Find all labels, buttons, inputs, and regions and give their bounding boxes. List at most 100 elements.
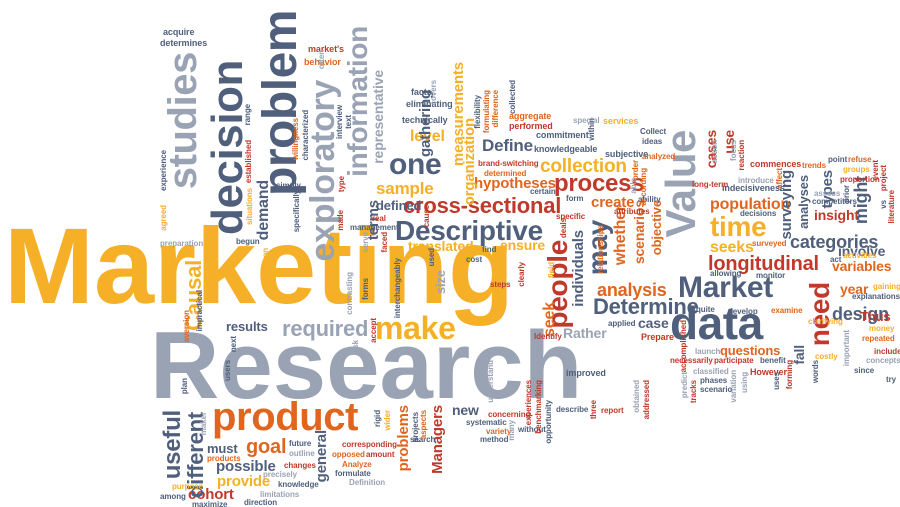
- word-cause: cause: [422, 205, 431, 228]
- word-technically: technically: [402, 115, 448, 125]
- word-precisely: precisely: [263, 470, 297, 479]
- word-forming: forming: [785, 360, 794, 390]
- word-useful: useful: [159, 410, 186, 480]
- word-quite: quite: [696, 305, 715, 314]
- word-simply: simply: [276, 181, 301, 190]
- word-assess: assess: [814, 189, 841, 198]
- word-new: new: [452, 402, 479, 418]
- word-activities: activities: [843, 251, 877, 260]
- word-point: point: [828, 155, 848, 164]
- word-clearly: clearly: [517, 262, 526, 287]
- word-risk: risk: [351, 340, 360, 354]
- word-purpose: purpose: [172, 482, 203, 491]
- word-uses: uses: [772, 372, 781, 390]
- word-type: type: [337, 176, 346, 193]
- word-opportunity: opportunity: [544, 400, 553, 444]
- word-real: real: [372, 214, 386, 223]
- word-difference: difference: [491, 90, 500, 128]
- word-amount: amount: [366, 450, 395, 459]
- word-applied: applied: [608, 319, 636, 328]
- word-identify: Identify: [534, 332, 562, 341]
- word-prepare: Prepare: [641, 332, 674, 342]
- word-preparation: preparation: [160, 239, 204, 248]
- word-ensure: ensure: [500, 237, 546, 253]
- word-involve: involve: [838, 243, 886, 259]
- word-interview: interview: [335, 105, 344, 139]
- word-sample: sample: [376, 179, 434, 198]
- word-collect: Collect: [640, 127, 667, 136]
- word-results: results: [226, 319, 268, 334]
- word-limitations: limitations: [260, 490, 300, 499]
- word-concerning: concerning: [488, 410, 531, 419]
- word-flexibility: flexibility: [473, 95, 482, 129]
- word-analysis: analysis: [597, 280, 667, 300]
- word-translated: translated: [408, 238, 474, 254]
- word-begun: begun: [236, 237, 260, 246]
- word-aversion: aversion: [182, 310, 191, 343]
- word-describe: describe: [556, 405, 589, 414]
- word-search: search: [410, 435, 436, 444]
- word-wider: wider: [383, 410, 392, 431]
- word-affect: affect: [775, 168, 784, 189]
- word-able: able: [629, 178, 638, 194]
- word-eliminating: eliminating: [406, 99, 453, 109]
- word-design: design: [832, 304, 889, 324]
- word-phases: phases: [700, 376, 728, 385]
- word-define: Define: [482, 136, 533, 155]
- word-defined: defined: [376, 198, 422, 213]
- word-systematic: systematic: [466, 418, 507, 427]
- word-allowing: allowing: [710, 269, 742, 278]
- word-individuals: individuals: [570, 230, 587, 307]
- word-experiences: experiences: [524, 380, 533, 426]
- word-many: many: [507, 420, 516, 441]
- word-money: money: [869, 324, 895, 333]
- word-research: Research: [150, 312, 583, 419]
- word-process: process: [554, 170, 645, 197]
- word-steps: steps: [490, 280, 511, 289]
- word-cross-sectional: cross-sectional: [403, 193, 562, 218]
- word-using: using: [740, 372, 749, 393]
- word-opposed: opposed: [332, 450, 365, 459]
- word-collected: collected: [508, 80, 517, 114]
- word-gaining: gaining: [873, 282, 900, 291]
- word-determine: Determine: [593, 294, 699, 319]
- word-prior: prior: [842, 185, 851, 203]
- word-seeks: seeks: [710, 239, 754, 256]
- word-cohort: cohort: [188, 486, 234, 503]
- word-act: act: [830, 255, 842, 264]
- word-categories: categories: [790, 232, 879, 252]
- word-faced: faced: [380, 232, 389, 253]
- word-analyses: analyses: [796, 175, 811, 229]
- word-agreed: agreed: [159, 205, 168, 231]
- word-level: level: [410, 128, 445, 145]
- word-find: find: [482, 245, 497, 254]
- word-must: must: [207, 441, 238, 456]
- word-rather: Rather: [563, 325, 607, 341]
- word-cost: cost: [466, 255, 483, 264]
- word-studies: studies: [161, 52, 205, 190]
- word-willingness: willingness: [291, 118, 300, 161]
- word-contrasting: contrasting: [345, 272, 354, 315]
- word-field: field: [547, 262, 556, 279]
- word-repeated: repeated: [862, 334, 895, 343]
- word-understand: understand: [486, 360, 495, 403]
- word-next: next: [229, 336, 238, 353]
- word-benchmarking: benchmarking: [534, 380, 543, 434]
- word-performed: performed: [509, 121, 553, 131]
- word-insight: insight: [814, 207, 859, 223]
- word-problem: problem: [254, 10, 307, 196]
- word-subjective: subjective: [605, 149, 649, 159]
- word-serve: serve: [361, 232, 370, 253]
- word-definition: Definition: [349, 478, 386, 487]
- word-aspects: aspects: [419, 410, 428, 440]
- word-representative: representative: [370, 70, 386, 164]
- word-required: required: [282, 316, 369, 341]
- word-long-term: long-term: [692, 180, 729, 189]
- word-forms: forms: [361, 278, 370, 300]
- word-market: Market: [678, 271, 773, 304]
- word-vs: vs: [879, 200, 888, 209]
- word-classified: classified: [693, 367, 729, 376]
- word-benefit: benefit: [760, 356, 786, 365]
- word-maximize: maximize: [192, 500, 228, 507]
- word-one: one: [389, 148, 442, 181]
